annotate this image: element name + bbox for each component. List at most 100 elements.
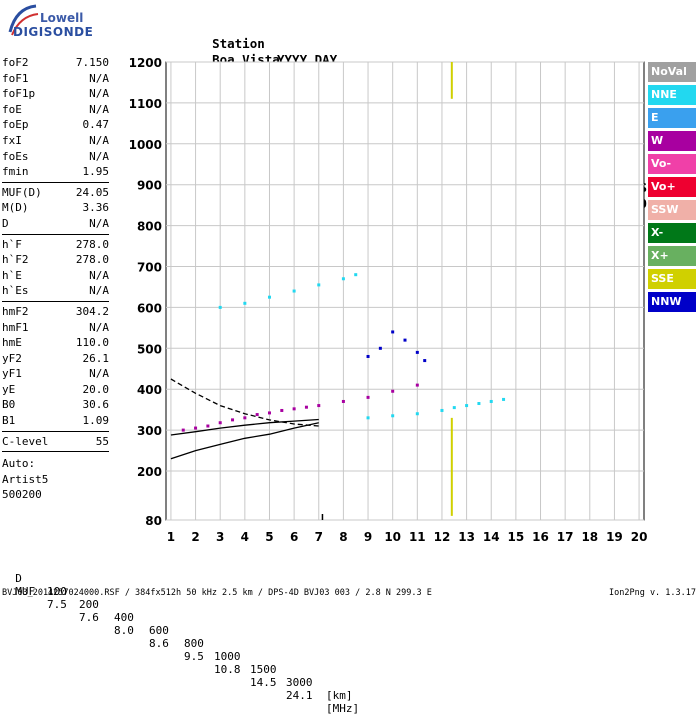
x-tick-label: 6 (290, 530, 298, 544)
echo-point (206, 424, 210, 428)
param-group-profile: hmF2 304.2 hmF1 N/A hmE 110.0 yF2 26.1 yF1 N/… (2, 304, 109, 429)
param-group-critical: foF2 7.150 foF1 N/A foF1p N/A foE N/A foEp 0.… (2, 55, 109, 180)
param-name: h`Es (2, 284, 29, 298)
param-name: B0 (2, 398, 16, 412)
echo-point (354, 273, 358, 277)
echo-point (391, 330, 395, 334)
param-row: B1 1.09 (2, 413, 109, 429)
footer-file-info: BVJ03_2014257024000.RSF / 384fx512h 50 k… (2, 588, 432, 598)
param-value: N/A (89, 102, 109, 116)
y-tick-label: 1000 (129, 138, 162, 152)
param-name: foEs (2, 149, 29, 163)
param-name: foE (2, 102, 22, 116)
muf-value: 8.0 (114, 624, 134, 637)
echo-point (194, 426, 198, 430)
param-value: N/A (89, 284, 109, 298)
echo-point (415, 383, 419, 387)
logo-text-digisonde: DIGISONDE (13, 25, 94, 39)
legend-item-vo-plus: Vo+ (648, 177, 696, 197)
param-value: 30.6 (82, 398, 110, 412)
divider (2, 181, 109, 183)
echo-point (181, 428, 185, 432)
param-value: 7.150 (75, 56, 109, 69)
legend-item-sse: SSE (648, 269, 696, 289)
x-tick-label: 12 (434, 530, 451, 544)
divider (2, 300, 109, 302)
x-tick-label: 8 (339, 530, 347, 544)
x-tick-label: 4 (241, 530, 249, 544)
param-name: h`F2 (2, 253, 29, 267)
param-name: yE (2, 382, 16, 396)
header-label-iga: IGA (601, 164, 624, 179)
param-name: B1 (2, 414, 16, 428)
echo-point (218, 305, 222, 309)
y-tick-label: 600 (137, 301, 162, 315)
param-value: N/A (89, 367, 109, 381)
x-tick-label: 16 (532, 530, 549, 544)
x-tick-label: 2 (191, 530, 199, 544)
muf-unit: [MHz] (326, 702, 360, 715)
header-value-iga: 03+ (601, 180, 624, 195)
echo-point (304, 405, 308, 409)
profile-trace (170, 418, 319, 436)
legend-item-e: E (648, 108, 696, 128)
param-name: foF2 (2, 56, 29, 69)
legend-item-x-minus: X- (648, 223, 696, 243)
param-value: N/A (89, 87, 109, 101)
param-value: N/A (89, 216, 109, 230)
logo-emblem-icon (8, 4, 39, 36)
legend-item-nne: NNE (648, 85, 696, 105)
x-tick-label: 5 (265, 530, 273, 544)
y-tick-label: 700 (137, 261, 162, 275)
distance-value: 3000 (286, 676, 313, 689)
param-name: M(D) (2, 201, 29, 215)
param-name: fxI (2, 133, 22, 147)
echo-point (415, 350, 419, 354)
param-name: foF1p (2, 87, 36, 101)
lowell-logo: Lowell DIGISONDE (0, 0, 120, 50)
y-tick-label: 1200 (129, 56, 162, 70)
distance-value: 600 (149, 624, 169, 637)
param-name: hmE (2, 336, 22, 350)
param-row: D N/A (2, 216, 109, 232)
x-tick-label: 7 (315, 530, 323, 544)
echo-point (292, 289, 296, 293)
param-row: foF1p N/A (2, 86, 109, 102)
param-row: yE 20.0 (2, 382, 109, 398)
echo-point (292, 407, 296, 411)
header-label-s: S (520, 116, 528, 131)
param-value: 278.0 (75, 253, 109, 267)
param-value: 0.47 (82, 118, 110, 132)
echo-point (423, 359, 427, 363)
param-name: MUF(D) (2, 185, 42, 199)
param-name: hmF1 (2, 320, 29, 334)
param-group-clevel: C-level 55 (2, 434, 109, 450)
x-tick-label: 17 (557, 530, 574, 544)
echo-point (502, 397, 506, 401)
echo-point (366, 354, 370, 358)
echo-point (317, 404, 321, 408)
param-row: h`F 278.0 (2, 237, 109, 253)
header-label-pps: PPS (567, 148, 590, 163)
y-tick-label: 800 (137, 220, 162, 234)
echo-point (243, 416, 247, 420)
header-label-ps: PS (632, 180, 648, 195)
param-value: 55 (95, 434, 109, 448)
echo-point (465, 404, 469, 408)
header-value-ffs: 005 (487, 116, 510, 131)
param-name: hmF2 (2, 304, 29, 318)
auto-line: Auto: (2, 457, 36, 471)
param-row: yF1 N/A (2, 366, 109, 382)
legend-item-w: W (648, 131, 696, 151)
legend-item-vo-minus: Vo- (648, 154, 696, 174)
muf-value: 14.5 (250, 676, 277, 689)
header-value-day-time: 257 024000 (365, 84, 441, 99)
echo-point (391, 389, 395, 393)
param-row: foF2 7.150 (2, 55, 109, 71)
param-name: yF2 (2, 351, 22, 365)
echo-point (452, 406, 456, 410)
profile-trace-dashed (170, 378, 319, 427)
x-tick-label: 9 (364, 530, 372, 544)
header-value-pps: 100 (567, 164, 590, 179)
legend-item-nnw: NNW (648, 292, 696, 312)
